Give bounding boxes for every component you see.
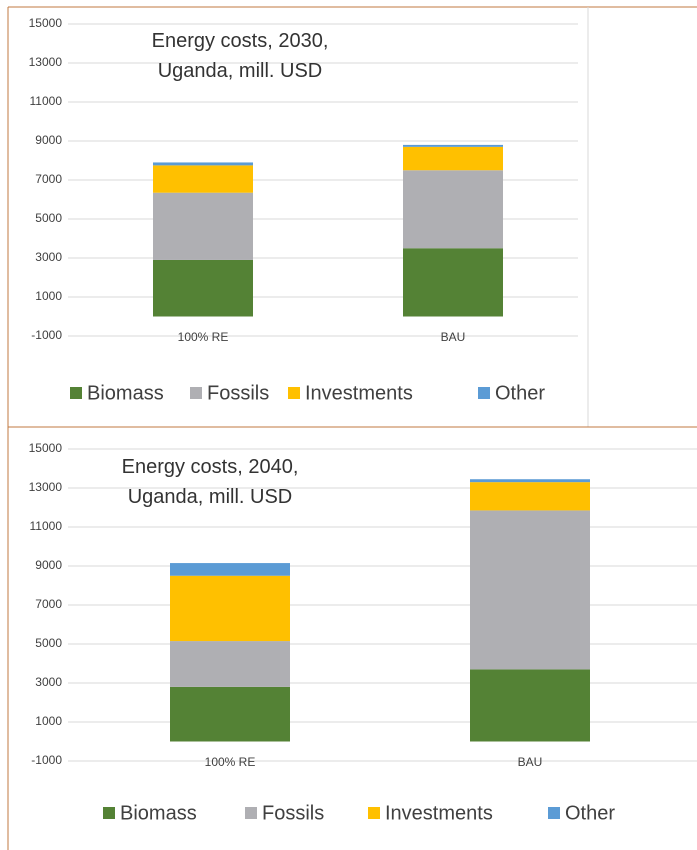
legend-swatch	[288, 387, 300, 399]
x-tick-label: 100% RE	[178, 330, 229, 344]
y-tick-label: 9000	[35, 558, 62, 572]
y-tick-label: -1000	[31, 753, 62, 767]
y-tick-label: 11000	[30, 94, 63, 108]
legend-label: Biomass	[120, 802, 197, 824]
y-tick-label: 3000	[35, 250, 62, 264]
legend-label: Investments	[305, 382, 413, 404]
bar-segment	[153, 162, 253, 166]
y-tick-label: 13000	[29, 55, 63, 69]
bar-segment	[170, 686, 290, 742]
chart-title: Energy costs, 2030, Uganda, mill. USD	[151, 30, 329, 82]
y-tick-label: 3000	[35, 675, 62, 689]
bar-segment	[403, 144, 503, 147]
bar-segment	[170, 575, 290, 642]
x-tick-label: BAU	[441, 330, 466, 344]
y-tick-label: 5000	[35, 211, 62, 225]
y-tick-label: 9000	[35, 133, 62, 147]
bar-segment	[170, 563, 290, 576]
bar-segment	[403, 146, 503, 171]
y-tick-label: 7000	[35, 597, 62, 611]
x-tick-label: 100% RE	[205, 755, 256, 769]
y-tick-label: -1000	[31, 328, 62, 342]
legend-swatch	[548, 807, 560, 819]
y-tick-label: 1000	[35, 289, 62, 303]
y-tick-label: 13000	[29, 480, 63, 494]
legend-swatch	[245, 807, 257, 819]
legend-swatch	[190, 387, 202, 399]
bar-segment	[170, 641, 290, 687]
legend-swatch	[368, 807, 380, 819]
y-tick-label: 15000	[29, 441, 63, 455]
legend-label: Fossils	[207, 382, 269, 404]
legend-swatch	[70, 387, 82, 399]
legend-label: Other	[565, 802, 615, 824]
legend-label: Biomass	[87, 382, 164, 404]
bar-segment	[470, 510, 590, 670]
bar-segment	[470, 669, 590, 742]
x-tick-label: BAU	[518, 755, 543, 769]
legend-label: Other	[495, 382, 545, 404]
y-tick-label: 7000	[35, 172, 62, 186]
legend-label: Investments	[385, 802, 493, 824]
legend-label: Fossils	[262, 802, 324, 824]
legend-swatch	[478, 387, 490, 399]
y-tick-label: 15000	[29, 16, 63, 30]
bar-segment	[403, 170, 503, 249]
y-tick-label: 11000	[30, 519, 63, 533]
y-tick-label: 1000	[35, 714, 62, 728]
bar-segment	[470, 482, 590, 511]
bar-segment	[470, 479, 590, 483]
bar-segment	[403, 248, 503, 317]
bar-segment	[153, 192, 253, 260]
y-tick-label: 5000	[35, 636, 62, 650]
bar-segment	[153, 165, 253, 193]
legend-swatch	[103, 807, 115, 819]
chart-title: Energy costs, 2040, Uganda, mill. USD	[121, 456, 299, 508]
bar-segment	[153, 259, 253, 317]
